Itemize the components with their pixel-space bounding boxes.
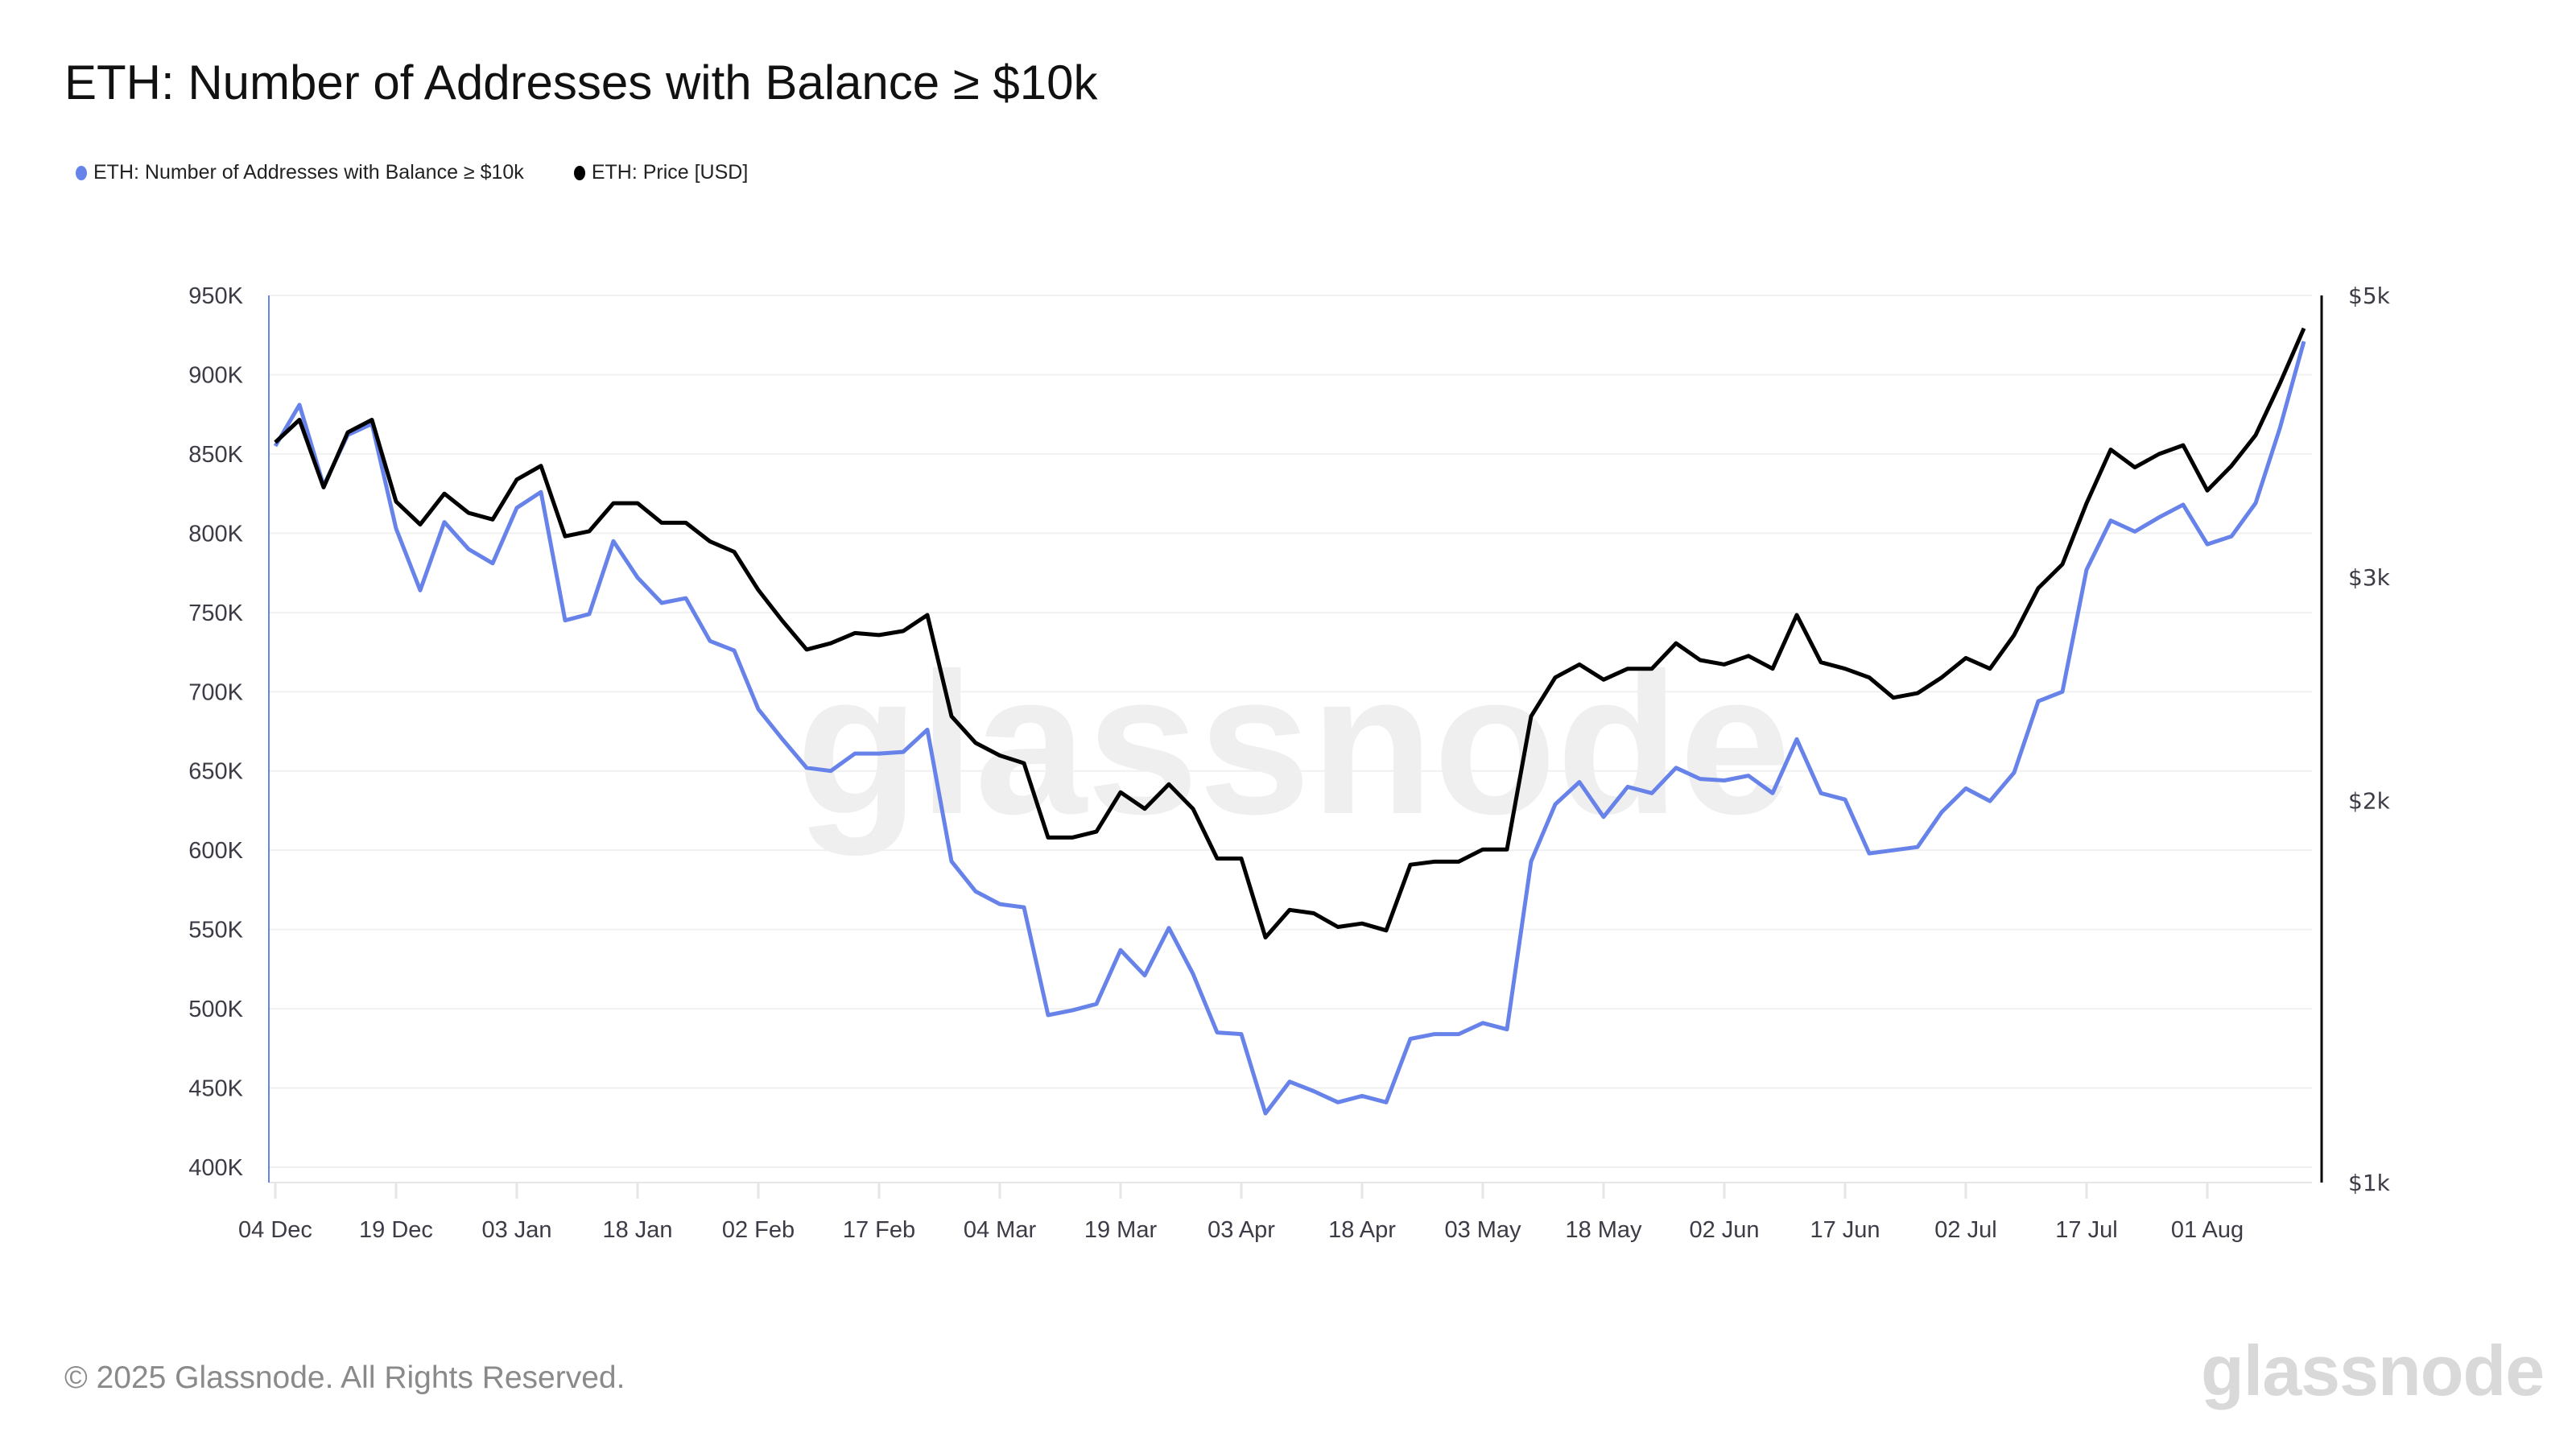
legend: ETH: Number of Addresses with Balance ≥ … xyxy=(76,161,748,184)
y-left-tick-label: 900K xyxy=(188,362,243,388)
addresses-line xyxy=(273,341,2306,1116)
x-tick-label: 17 Jul xyxy=(2055,1217,2117,1243)
legend-label: ETH: Number of Addresses with Balance ≥ … xyxy=(93,161,524,184)
glassnode-logo: glassnode xyxy=(2201,1331,2545,1410)
y-right-tick-label: $1k xyxy=(2348,1170,2391,1196)
y-left-tick-label: 700K xyxy=(188,679,243,705)
y-left-tick-label: 500K xyxy=(188,997,243,1022)
legend-item-price[interactable]: ETH: Price [USD] xyxy=(573,161,749,184)
x-tick-label: 02 Jun xyxy=(1689,1217,1759,1243)
x-tick-label: 03 May xyxy=(1444,1217,1521,1243)
legend-label: ETH: Price [USD] xyxy=(591,161,749,184)
x-tick-label: 02 Jul xyxy=(1934,1217,1996,1243)
y-right-tick-label: $5k xyxy=(2348,283,2391,309)
legend-item-addresses[interactable]: ETH: Number of Addresses with Balance ≥ … xyxy=(76,161,524,184)
chart-title: ETH: Number of Addresses with Balance ≥ … xyxy=(64,56,1098,109)
y-left-tick-label: 750K xyxy=(188,601,243,626)
x-tick-label: 18 Apr xyxy=(1328,1217,1396,1243)
gridlines xyxy=(269,295,2312,1168)
x-tick-label: 19 Dec xyxy=(359,1217,433,1243)
y-left-tick-label: 600K xyxy=(188,838,243,864)
y-left-tick-label: 400K xyxy=(188,1155,243,1181)
y-left-tick-label: 850K xyxy=(188,442,243,468)
axes: 400K 450K 500K 550K 600K 650K 700K 750K 800K 850K… xyxy=(188,283,2390,1243)
x-tick-label: 18 May xyxy=(1565,1217,1642,1243)
y-left-tick-label: 550K xyxy=(188,918,243,943)
x-tick-label: 03 Jan xyxy=(481,1217,551,1243)
y-left-tick-label: 650K xyxy=(188,759,243,785)
x-tick-label: 02 Feb xyxy=(722,1217,795,1243)
x-tick-label: 17 Feb xyxy=(843,1217,915,1243)
y-left-tick-label: 950K xyxy=(188,283,243,309)
copyright-footer: © 2025 Glassnode. All Rights Reserved. xyxy=(64,1360,625,1395)
x-tick-label: 03 Apr xyxy=(1208,1217,1275,1243)
y-left-tick-label: 800K xyxy=(188,521,243,547)
x-tick-label: 18 Jan xyxy=(602,1217,672,1243)
y-right-tick-label: $2k xyxy=(2348,787,2391,814)
legend-dot-black xyxy=(573,165,585,180)
y-left-tick-label: 450K xyxy=(188,1076,243,1102)
y-right-tick-label: $3k xyxy=(2348,564,2391,591)
price-line xyxy=(274,327,2306,939)
x-tick-label: 04 Dec xyxy=(238,1217,312,1243)
x-tick-label: 01 Aug xyxy=(2171,1217,2244,1243)
legend-dot-blue xyxy=(76,165,87,180)
x-tick-label: 17 Jun xyxy=(1810,1217,1880,1243)
series-lines xyxy=(273,327,2306,1116)
x-tick-label: 04 Mar xyxy=(964,1217,1037,1243)
x-tick-label: 19 Mar xyxy=(1084,1217,1158,1243)
